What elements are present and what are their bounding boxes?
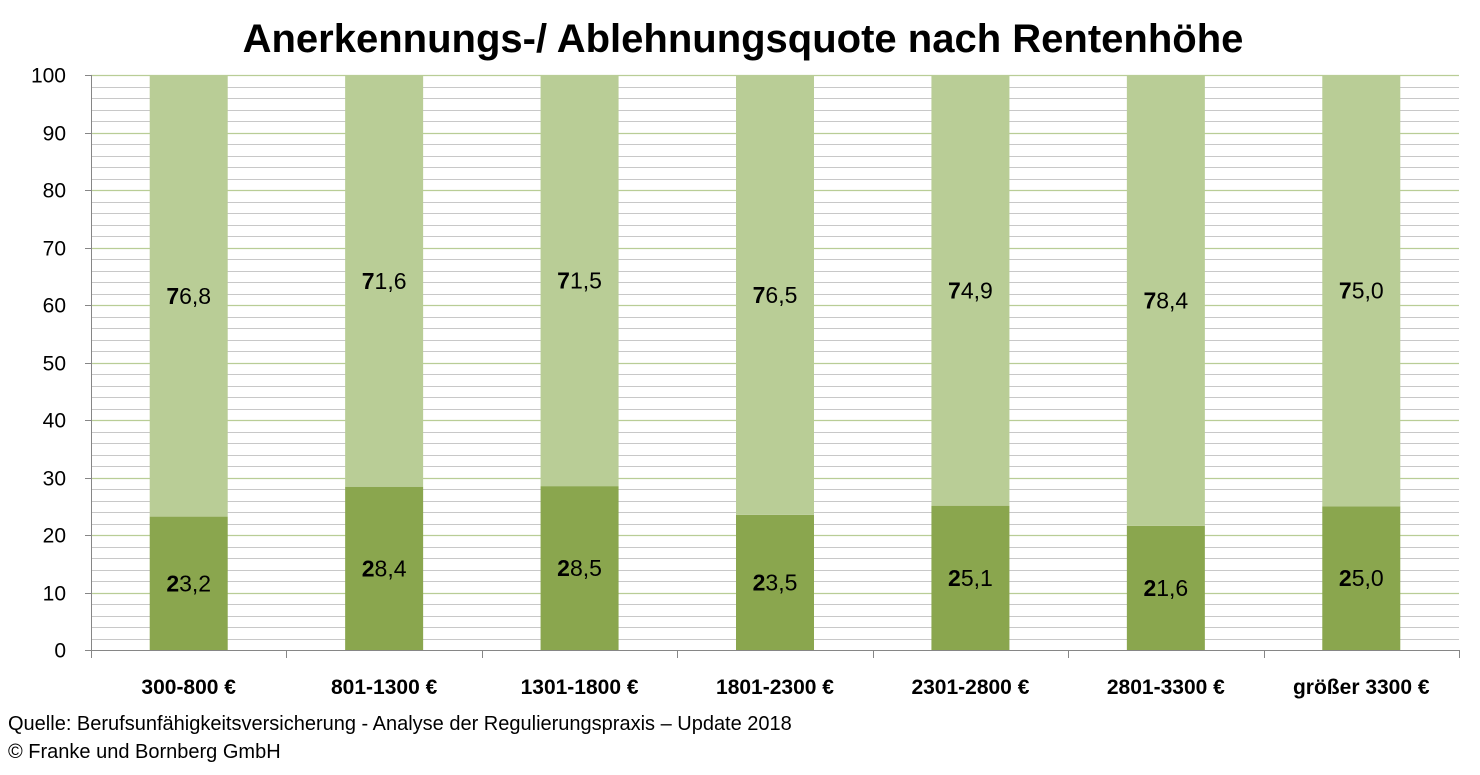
data-label: 25,0 [1339,565,1384,591]
bar-series1-7 [1322,506,1401,650]
data-label: 28,4 [362,555,407,581]
bar-series2-7 [1322,75,1401,507]
copyright-note: © Franke und Bornberg GmbH [8,741,281,763]
data-label: 21,6 [1143,575,1188,601]
bars [149,75,1401,650]
data-label: 25,1 [948,565,993,591]
y-tick-label: 60 [43,295,66,318]
y-tick-label: 80 [43,180,66,203]
bar-series1-4 [736,514,814,650]
axes: 300-800 € 801-1300 € 1301-1800 € 1801-2300 … [31,65,1460,699]
data-label: 71,6 [362,268,407,294]
bar-series1-2 [345,486,424,650]
data-label: 71,5 [557,268,602,294]
bar-series1-6 [1126,525,1205,650]
y-tick-label: 70 [43,238,66,261]
data-label: 76,5 [753,282,798,308]
y-tick-label: 30 [43,468,66,491]
bar-series2-4 [736,75,814,515]
y-tick-label: 100 [31,65,66,88]
x-tick-label: 2801-3300 € [1107,676,1225,699]
bar-series2-1 [149,75,228,517]
y-tick-label: 90 [43,123,66,146]
x-tick-label: größer 3300 € [1293,676,1430,699]
data-label: 28,5 [557,555,602,581]
y-tick-label: 10 [43,583,66,606]
data-label: 75,0 [1339,278,1384,304]
x-tick-label: 300-800 € [141,676,236,699]
bar-series2-6 [1126,75,1205,526]
x-tick-label: 801-1300 € [331,676,438,699]
data-label: 23,5 [753,569,798,595]
x-tick-label: 1301-1800 € [521,676,639,699]
y-tick-label: 20 [43,525,66,548]
bar-series1-3 [540,486,619,650]
data-labels: 23,2 76,8 28,4 71,6 28,5 71,5 23,5 76,5 25,1 74,9… [166,268,1383,601]
bar-series2-5 [931,75,1010,506]
data-label: 76,8 [166,283,211,309]
bar-series2-3 [540,75,619,487]
x-tick-label: 1801-2300 € [716,676,834,699]
bar-series1-5 [931,505,1010,650]
data-label: 78,4 [1143,287,1188,313]
data-label: 74,9 [948,277,993,303]
bar-series2-2 [345,75,424,487]
data-label: 23,2 [166,570,211,596]
y-tick-label: 0 [54,640,66,663]
y-tick-label: 50 [43,353,66,376]
bar-series1-1 [149,516,228,650]
source-note: Quelle: Berufsunfähigkeitsversicherung -… [8,713,792,735]
x-tick-label: 2301-2800 € [911,676,1029,699]
y-tick-label: 40 [43,410,66,433]
chart-title: Anerkennungs-/ Ablehnungsquote nach Rent… [243,17,1244,61]
